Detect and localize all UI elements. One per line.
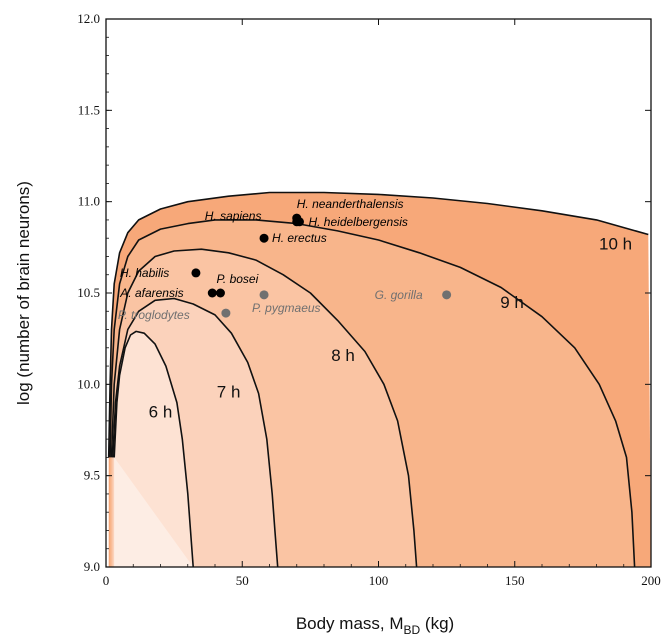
duration-regions <box>108 192 651 567</box>
species-point <box>259 233 269 243</box>
x-tick-label: 200 <box>641 573 661 588</box>
region-base <box>114 457 194 567</box>
species-label: H. sapiens <box>205 209 262 223</box>
region-label: 10 h <box>599 235 632 254</box>
species-label: P. troglodytes <box>118 308 190 322</box>
boundary-6-h <box>113 330 194 568</box>
species-label: P. bosei <box>216 272 258 286</box>
y-tick-label: 12.0 <box>77 11 100 26</box>
y-axis-label: log (number of brain neurons) <box>14 181 33 405</box>
species-point <box>259 290 269 300</box>
species-point <box>191 268 201 278</box>
species-point <box>442 290 452 300</box>
x-tick-label: 50 <box>236 573 249 588</box>
species-label: G. gorilla <box>375 288 423 302</box>
species-label: H. habilis <box>120 266 169 280</box>
y-tick-label: 11.5 <box>78 102 100 117</box>
y-tick-label: 11.0 <box>78 194 100 209</box>
species-points: H. neanderthalensis H. heidelbergensis H. … <box>118 197 452 322</box>
y-tick-label: 9.0 <box>84 559 100 574</box>
region-label: 6 h <box>149 403 173 422</box>
x-axis-label-sub: BD <box>404 623 421 637</box>
duration-boundaries <box>107 191 649 568</box>
boundary-8-h <box>110 248 418 568</box>
y-tick-label: 10.0 <box>77 376 100 391</box>
x-tick-label: 100 <box>369 573 389 588</box>
boundary-7-h <box>112 297 279 568</box>
boundary-10-h <box>107 191 649 458</box>
species-point <box>215 288 225 298</box>
species-label: P. pygmaeus <box>252 301 320 315</box>
species-point <box>292 217 302 227</box>
duration-labels: 10 h 9 h 8 h 7 h 6 h <box>149 235 632 422</box>
region-label: 8 h <box>331 346 355 365</box>
species-point <box>207 288 217 298</box>
x-axis-label-main: Body mass, M <box>296 614 404 633</box>
x-axis-label-unit: (kg) <box>420 614 454 633</box>
x-tick-label: 150 <box>505 573 525 588</box>
species-label: A. afarensis <box>119 286 183 300</box>
species-label: H. heidelbergensis <box>308 215 407 229</box>
axis-ticks: 0 50 100 150 200 9.0 9.5 10.0 10.5 11.0 11.5 12.0 <box>77 11 661 588</box>
y-tick-label: 9.5 <box>84 468 100 483</box>
species-label: H. erectus <box>272 231 327 245</box>
species-point <box>221 308 231 318</box>
x-axis-label: Body mass, MBD (kg) <box>296 614 454 637</box>
x-tick-label: 0 <box>103 573 110 588</box>
species-label: H. neanderthalensis <box>297 197 404 211</box>
y-tick-label: 10.5 <box>77 285 100 300</box>
boundary-9-h <box>109 219 636 568</box>
region-label: 9 h <box>500 293 524 312</box>
region-label: 7 h <box>217 383 241 402</box>
